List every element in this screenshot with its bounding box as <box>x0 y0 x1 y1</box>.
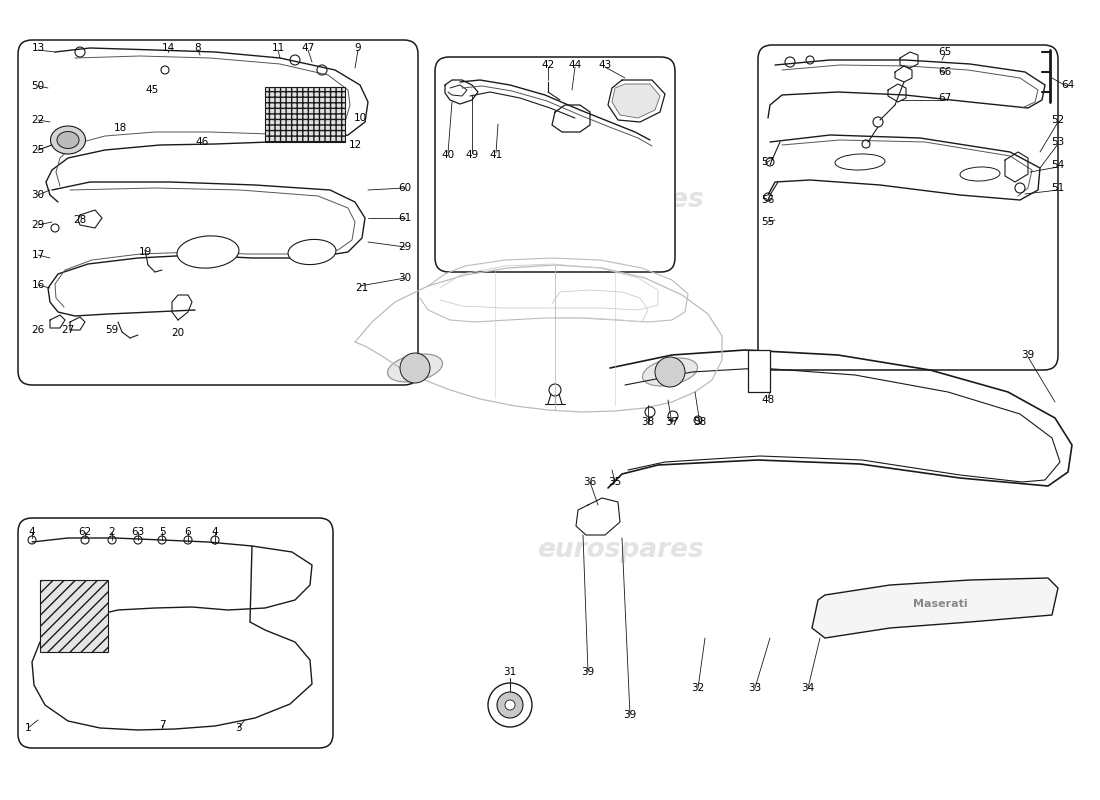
Ellipse shape <box>288 239 336 265</box>
Ellipse shape <box>51 126 86 154</box>
FancyBboxPatch shape <box>18 518 333 748</box>
Text: 62: 62 <box>78 527 91 537</box>
Text: 40: 40 <box>441 150 454 160</box>
Text: 30: 30 <box>32 190 45 200</box>
Text: 63: 63 <box>131 527 144 537</box>
Ellipse shape <box>387 354 442 382</box>
Text: 2: 2 <box>109 527 116 537</box>
Text: eurospares: eurospares <box>796 307 964 333</box>
Text: 54: 54 <box>1052 160 1065 170</box>
Text: 50: 50 <box>32 81 45 91</box>
Text: 30: 30 <box>398 273 411 283</box>
Text: 48: 48 <box>761 395 774 405</box>
Text: 58: 58 <box>693 417 706 427</box>
Text: 20: 20 <box>172 328 185 338</box>
Text: 51: 51 <box>1052 183 1065 193</box>
Ellipse shape <box>960 167 1000 181</box>
Text: 14: 14 <box>162 43 175 53</box>
Text: 55: 55 <box>761 217 774 227</box>
Text: 26: 26 <box>32 325 45 335</box>
Text: 66: 66 <box>938 67 952 77</box>
Polygon shape <box>812 578 1058 638</box>
Text: 1: 1 <box>24 723 31 733</box>
Text: 13: 13 <box>32 43 45 53</box>
Circle shape <box>400 353 430 383</box>
Text: 18: 18 <box>113 123 127 133</box>
Text: 25: 25 <box>32 145 45 155</box>
Text: 39: 39 <box>624 710 637 720</box>
Text: 4: 4 <box>29 527 35 537</box>
FancyBboxPatch shape <box>18 40 418 385</box>
Text: 45: 45 <box>145 85 158 95</box>
Ellipse shape <box>57 131 79 149</box>
Text: 32: 32 <box>692 683 705 693</box>
Text: 49: 49 <box>465 150 478 160</box>
Text: 60: 60 <box>398 183 411 193</box>
Text: eurospares: eurospares <box>537 537 703 563</box>
Text: 52: 52 <box>1052 115 1065 125</box>
Text: 10: 10 <box>353 113 366 123</box>
Ellipse shape <box>177 236 239 268</box>
Circle shape <box>497 692 522 718</box>
Text: 61: 61 <box>398 213 411 223</box>
Text: eurospares: eurospares <box>77 612 243 638</box>
Circle shape <box>505 700 515 710</box>
Text: 65: 65 <box>938 47 952 57</box>
Text: 16: 16 <box>32 280 45 290</box>
Text: 67: 67 <box>938 93 952 103</box>
Text: 57: 57 <box>761 157 774 167</box>
Text: 19: 19 <box>139 247 152 257</box>
Text: 12: 12 <box>349 140 362 150</box>
Bar <box>40 580 108 652</box>
Text: 44: 44 <box>569 60 582 70</box>
Text: 64: 64 <box>1062 80 1075 90</box>
Text: 9: 9 <box>354 43 361 53</box>
Text: 29: 29 <box>398 242 411 252</box>
Text: 37: 37 <box>666 417 679 427</box>
Text: 8: 8 <box>195 43 201 53</box>
Text: 42: 42 <box>541 60 554 70</box>
Text: 36: 36 <box>583 477 596 487</box>
Circle shape <box>654 357 685 387</box>
Text: 59: 59 <box>106 325 119 335</box>
Text: 27: 27 <box>62 325 75 335</box>
Bar <box>265 87 345 142</box>
Text: 11: 11 <box>272 43 285 53</box>
Circle shape <box>549 384 561 396</box>
Text: 4: 4 <box>211 527 218 537</box>
Text: 3: 3 <box>234 723 241 733</box>
Bar <box>748 350 770 392</box>
Text: 28: 28 <box>74 215 87 225</box>
Text: 53: 53 <box>1052 137 1065 147</box>
Text: 34: 34 <box>802 683 815 693</box>
Text: 39: 39 <box>1022 350 1035 360</box>
Text: 7: 7 <box>158 720 165 730</box>
Text: 35: 35 <box>608 477 622 487</box>
Text: 22: 22 <box>32 115 45 125</box>
Text: 6: 6 <box>185 527 191 537</box>
Text: 56: 56 <box>761 195 774 205</box>
Text: 5: 5 <box>158 527 165 537</box>
Text: eurospares: eurospares <box>77 187 243 213</box>
Text: 29: 29 <box>32 220 45 230</box>
Text: 46: 46 <box>196 137 209 147</box>
Text: 33: 33 <box>748 683 761 693</box>
Text: 47: 47 <box>301 43 315 53</box>
Text: 43: 43 <box>598 60 612 70</box>
Text: eurospares: eurospares <box>537 187 703 213</box>
Text: 31: 31 <box>504 667 517 677</box>
Ellipse shape <box>835 154 886 170</box>
Text: 39: 39 <box>582 667 595 677</box>
Text: 38: 38 <box>641 417 654 427</box>
Text: Maserati: Maserati <box>913 599 967 609</box>
Text: 41: 41 <box>490 150 503 160</box>
FancyBboxPatch shape <box>758 45 1058 370</box>
FancyBboxPatch shape <box>434 57 675 272</box>
Text: 17: 17 <box>32 250 45 260</box>
Ellipse shape <box>642 358 697 386</box>
Polygon shape <box>612 84 660 118</box>
Text: 21: 21 <box>355 283 368 293</box>
